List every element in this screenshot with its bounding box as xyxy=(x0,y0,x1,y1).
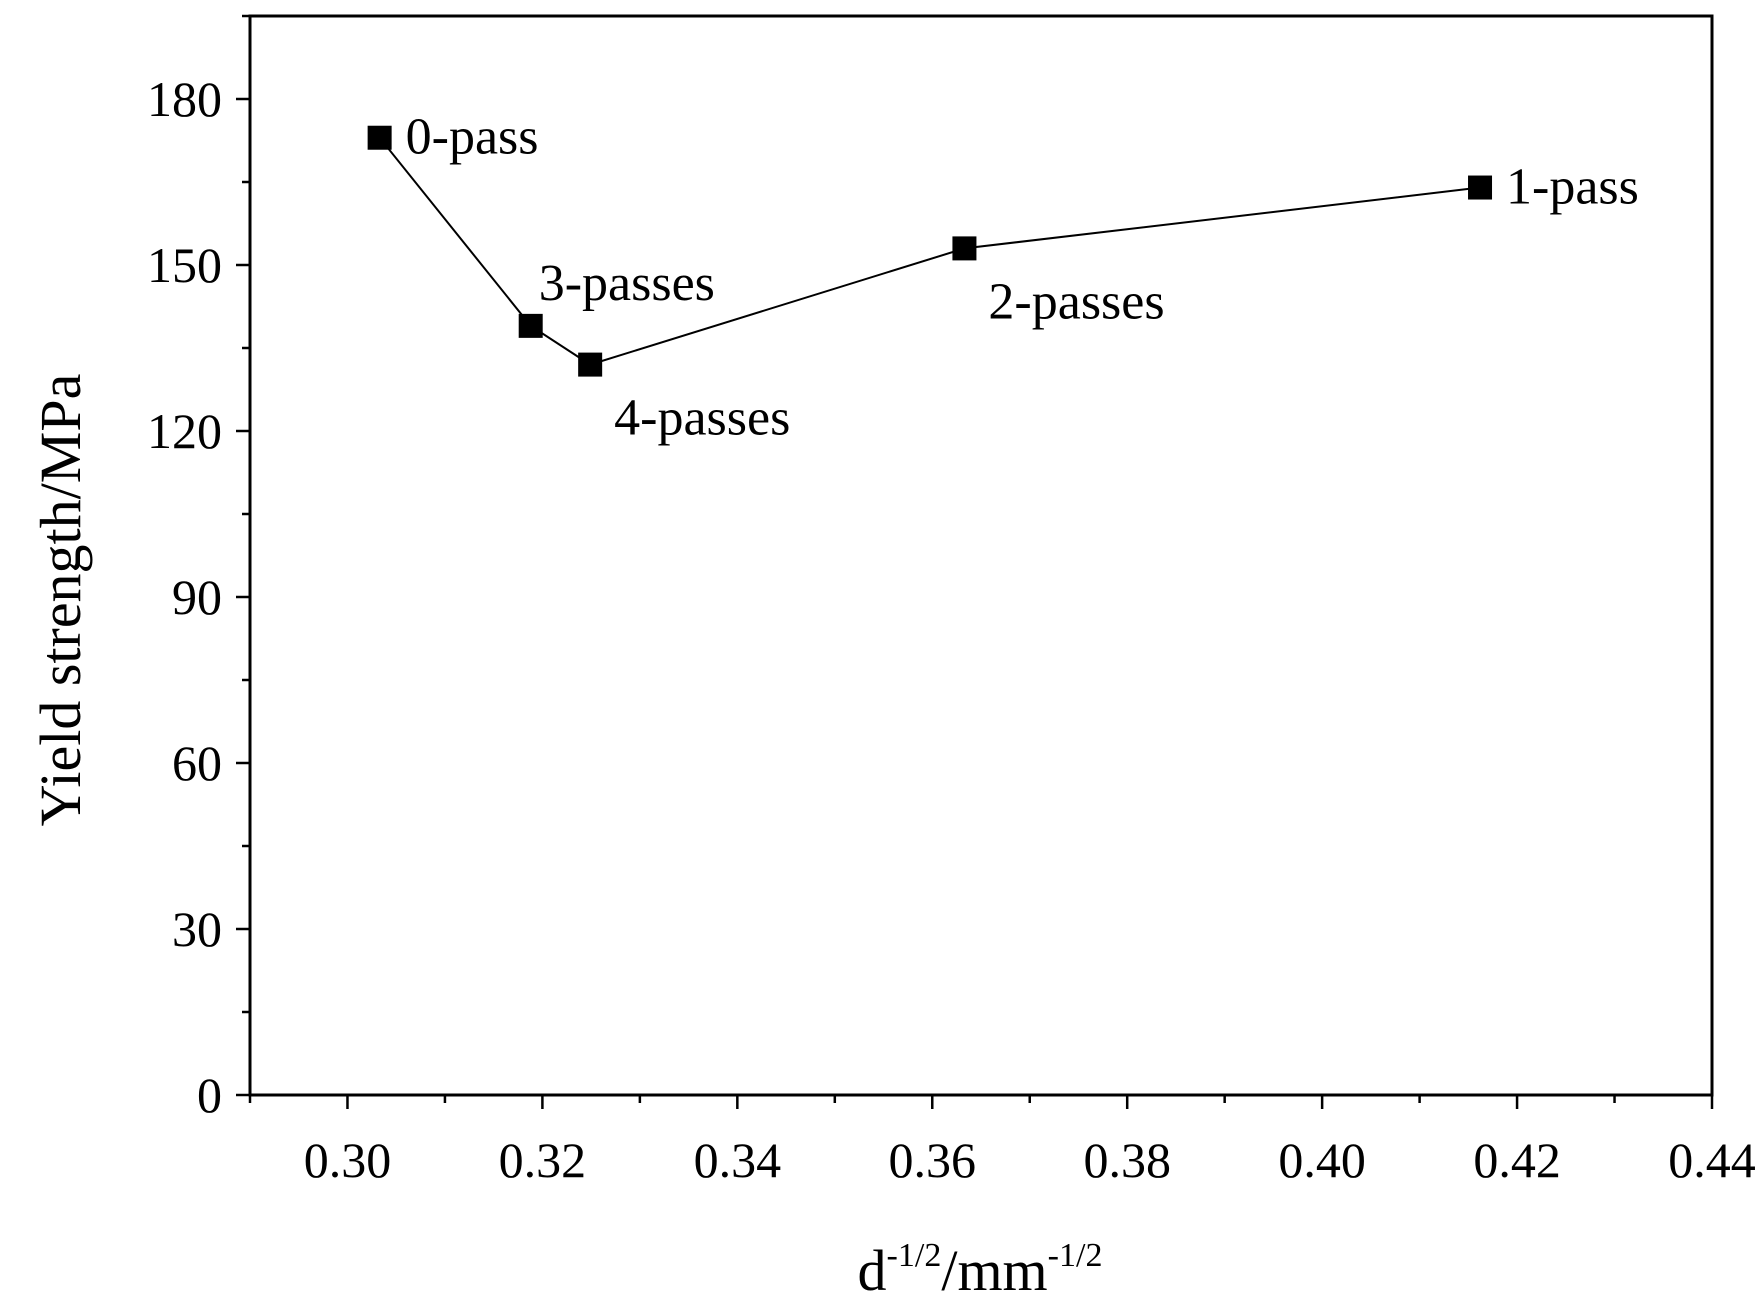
y-tick-label: 120 xyxy=(147,403,222,459)
y-tick-label: 60 xyxy=(172,735,222,791)
x-tick-label: 0.38 xyxy=(1083,1132,1171,1188)
x-tick-label: 0.44 xyxy=(1668,1132,1756,1188)
data-point-label: 2-passes xyxy=(988,273,1164,330)
x-tick-label: 0.32 xyxy=(499,1132,587,1188)
series-line xyxy=(378,137,1481,366)
x-tick-label: 0.42 xyxy=(1473,1132,1561,1188)
x-tick-label: 0.30 xyxy=(304,1132,392,1188)
data-point-marker xyxy=(518,313,543,338)
x-axis-title-sep: /mm xyxy=(941,1238,1047,1303)
plot-frame xyxy=(248,14,1714,1097)
y-axis-title: Yield strength/MPa xyxy=(28,374,93,827)
series: 0-pass 3-passes 4-passes 2-passes 1-pass xyxy=(367,109,1639,447)
data-point-label: 3-passes xyxy=(539,255,715,312)
data-point-label: 1-pass xyxy=(1506,159,1639,216)
x-axis: 0.30 0.32 0.34 0.36 0.38 0.40 0.42 0.44 xyxy=(248,1095,1756,1188)
x-axis-title: d-1/2/mm-1/2 xyxy=(858,1237,1103,1303)
y-tick-label: 90 xyxy=(172,569,222,625)
y-tick-label: 0 xyxy=(197,1067,222,1123)
x-tick-label: 0.34 xyxy=(694,1132,782,1188)
data-point-marker xyxy=(367,125,392,150)
x-tick-label: 0.40 xyxy=(1278,1132,1366,1188)
x-tick-label: 0.36 xyxy=(889,1132,977,1188)
x-axis-title-sup: -1/2 xyxy=(887,1237,942,1274)
x-axis-title-base: d xyxy=(858,1238,887,1303)
y-tick-label: 150 xyxy=(147,237,222,293)
data-point-marker xyxy=(1468,175,1493,200)
data-point-label: 0-pass xyxy=(406,109,539,166)
y-tick-label: 30 xyxy=(172,901,222,957)
y-tick-label: 180 xyxy=(147,71,222,127)
data-point-marker xyxy=(578,352,603,377)
data-point-marker xyxy=(952,236,977,261)
data-point-label: 4-passes xyxy=(614,390,790,447)
x-axis-title-sup2: -1/2 xyxy=(1048,1237,1103,1274)
y-axis: 0 30 60 90 120 150 180 xyxy=(147,14,250,1123)
